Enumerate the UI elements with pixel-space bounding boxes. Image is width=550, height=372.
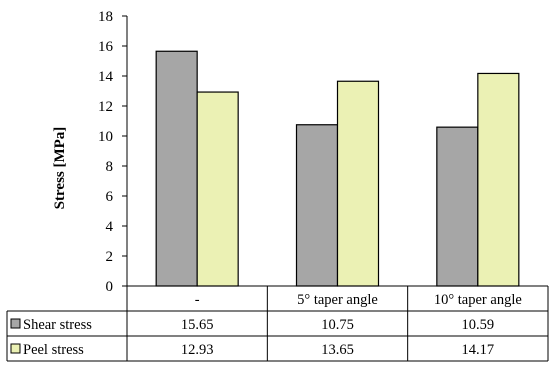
data-label: 14.17 [462,342,495,358]
y-tick-label: 0 [106,279,114,295]
category-label: - [195,292,200,308]
y-tick-label: 14 [98,69,114,85]
legend-label: Peel stress [23,342,84,358]
legend-key-shear-stress [10,318,21,329]
y-axis-label: Stress [MPa] [52,127,68,210]
bar-shear-stress [155,50,198,287]
y-tick-label: 2 [106,249,114,265]
category-label: 5° taper angle [297,292,378,308]
y-tick-label: 6 [106,189,114,205]
legend-key-peel-stress [10,343,21,354]
y-tick-label: 12 [98,99,113,115]
category-label: 10° taper angle [434,292,522,308]
data-label: 10.75 [321,317,354,333]
y-tick-label: 18 [98,9,113,25]
y-tick-label: 8 [106,159,114,175]
bar-peel-stress [336,80,380,287]
legend-label: Shear stress [23,317,92,333]
y-tick-label: 4 [106,219,114,235]
y-tick-label: 10 [98,129,113,145]
data-label: 12.93 [181,342,214,358]
bar-shear-stress [436,126,479,287]
bar-peel-stress [477,72,520,287]
data-label: 13.65 [321,342,354,358]
bar-shear-stress [295,124,339,287]
y-tick-label: 16 [98,39,114,55]
bar-peel-stress [196,91,239,287]
data-label: 10.59 [462,317,495,333]
data-label: 15.65 [181,317,214,333]
